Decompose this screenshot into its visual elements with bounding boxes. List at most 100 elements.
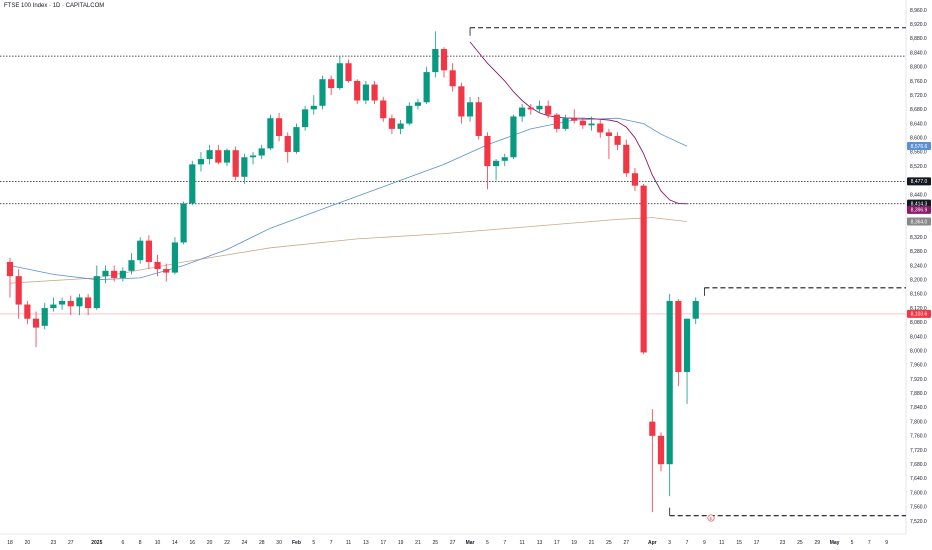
candle-body: [571, 118, 578, 121]
candle-body: [232, 150, 239, 177]
x-tick-label: 7: [868, 540, 871, 546]
y-tick-label: 8,240.0: [910, 263, 927, 269]
y-tick-label: 8,080.0: [910, 320, 927, 326]
candle-body: [206, 150, 213, 160]
x-tick-label: 7: [503, 540, 506, 546]
y-tick-label: 8,120.0: [910, 306, 927, 312]
candle-body: [354, 80, 361, 101]
candle-body: [510, 116, 517, 158]
candle-body: [597, 123, 604, 133]
candle-body: [614, 135, 621, 145]
x-tick-label: 27: [623, 540, 629, 546]
moving-average-mid: [9, 117, 688, 281]
candle-body: [449, 70, 456, 87]
candle-body: [397, 123, 404, 129]
candle-body: [492, 160, 500, 167]
candle-body: [67, 300, 74, 307]
x-tick-label: 25: [433, 540, 439, 546]
candle-body: [41, 308, 48, 326]
x-tick-label: 11: [719, 540, 724, 546]
y-tick-label: 7,640.0: [910, 476, 927, 482]
candle-body: [85, 297, 92, 309]
candle-body: [180, 203, 187, 243]
candle-body: [223, 150, 231, 163]
candle-body: [649, 421, 656, 436]
x-tick-label: 22: [224, 540, 230, 546]
x-tick-label: 7: [330, 540, 333, 546]
x-tick-label: 27: [68, 540, 74, 546]
x-tick-label: 29: [814, 540, 820, 546]
candle-body: [258, 148, 265, 156]
candle-body: [32, 318, 40, 328]
candle-body: [249, 155, 257, 158]
x-tick-label: 14: [172, 540, 178, 546]
price-tag: [907, 199, 931, 208]
candle-body: [657, 435, 665, 465]
x-tick-label: 20: [207, 540, 213, 546]
x-tick-label: 9: [703, 540, 706, 546]
candle-body: [666, 300, 673, 465]
x-tick-label: 8: [139, 540, 142, 546]
candle-body: [267, 118, 274, 149]
y-tick-label: 8,000.0: [910, 348, 927, 354]
y-tick-label: 7,680.0: [910, 462, 927, 468]
x-tick-label: 19: [398, 540, 404, 546]
x-tick-label: 15: [736, 540, 742, 546]
candle-body: [102, 270, 109, 277]
candle-body: [623, 144, 630, 174]
price-tag-label: 8,103.6: [911, 312, 928, 318]
candle-body: [145, 240, 152, 262]
y-tick-label: 8,200.0: [910, 277, 927, 283]
candle-body: [215, 150, 222, 163]
price-tag: [907, 142, 931, 151]
candle-body: [197, 159, 205, 165]
candle-body: [588, 123, 595, 126]
y-tick-label: 8,280.0: [910, 249, 927, 255]
candle-body: [501, 157, 508, 161]
x-tick-label: 5: [851, 540, 854, 546]
candle-body: [475, 102, 482, 136]
candle-body: [275, 118, 283, 136]
candle-body: [241, 157, 248, 177]
candle-body: [189, 164, 196, 204]
y-tick-label: 7,760.0: [910, 434, 927, 440]
moving-average-long: [9, 217, 688, 284]
x-tick-label: 13: [363, 540, 369, 546]
y-tick-label: 8,880.0: [910, 36, 927, 42]
x-tick-label: 30: [276, 540, 282, 546]
x-tick-label: 13: [537, 540, 543, 546]
x-tick-label: 7: [686, 540, 689, 546]
candle-body: [388, 118, 396, 129]
candle-body: [284, 135, 291, 152]
candle-body: [336, 63, 343, 89]
x-tick-label: 3: [668, 540, 671, 546]
candle-body: [345, 63, 352, 81]
candle-body: [119, 270, 126, 278]
price-tag-label: 8,576.6: [911, 144, 928, 150]
x-tick-label: 27: [450, 540, 456, 546]
candle-body: [536, 105, 543, 110]
x-tick-label: 19: [571, 540, 577, 546]
y-tick-label: 8,320.0: [910, 235, 927, 241]
x-tick-label: 11: [346, 540, 351, 546]
x-tick-label: Apr: [648, 540, 657, 546]
x-tick-label: 5: [486, 540, 489, 546]
candle-body: [171, 242, 179, 273]
y-tick-label: 8,600.0: [910, 136, 927, 142]
x-tick-label: 16: [189, 540, 195, 546]
x-tick-label: 17: [380, 540, 386, 546]
y-tick-label: 8,560.0: [910, 150, 927, 156]
candle-body: [15, 276, 22, 305]
candle-body: [128, 260, 135, 271]
y-tick-label: 7,520.0: [910, 519, 927, 525]
candle-body: [50, 304, 57, 309]
x-tick-label: 28: [259, 540, 265, 546]
y-tick-label: 7,920.0: [910, 377, 927, 383]
candle-body: [683, 318, 691, 372]
price-tag-label: 8,414.3: [911, 201, 928, 207]
x-tick-label: 23: [780, 540, 786, 546]
candle-body: [458, 86, 465, 117]
x-tick-label: 17: [554, 540, 560, 546]
candle-body: [527, 107, 534, 110]
